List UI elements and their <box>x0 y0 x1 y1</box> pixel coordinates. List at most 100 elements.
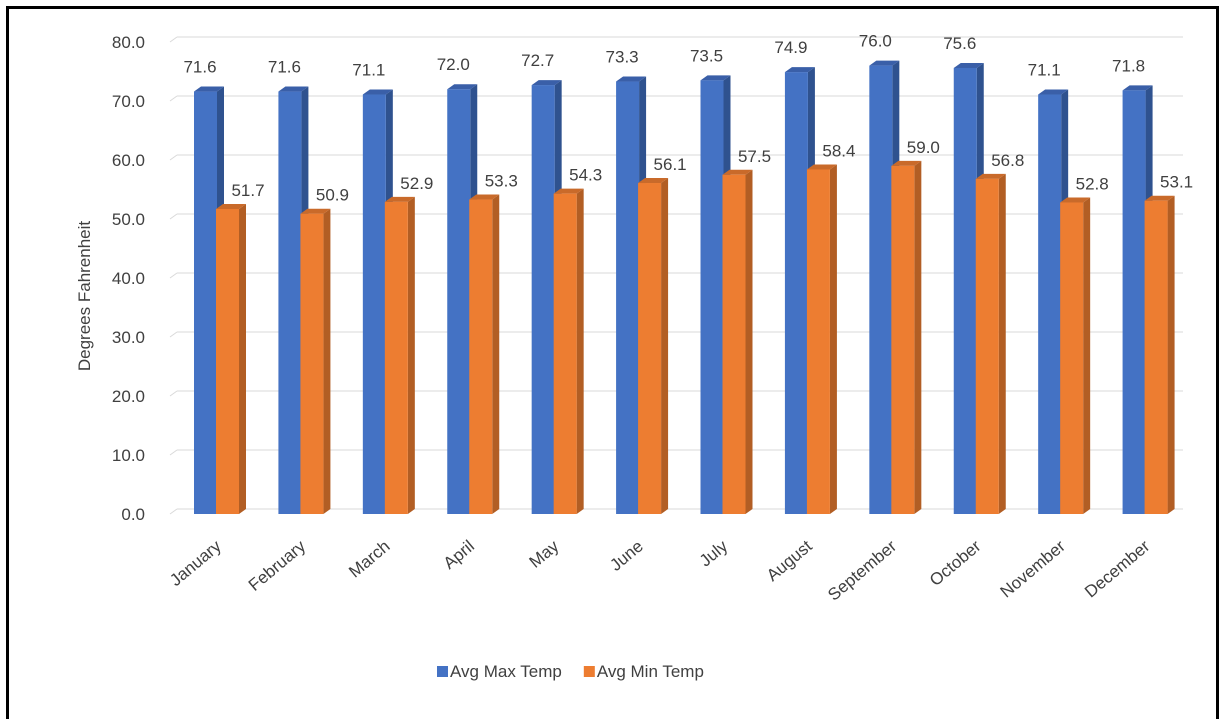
bar-top <box>531 80 562 86</box>
bar-avg-min-temp <box>975 178 999 514</box>
bar-top <box>953 62 984 68</box>
y-tick-label: 50.0 <box>112 210 145 229</box>
bar-avg-max-temp <box>616 81 640 514</box>
y-tick-label: 0.0 <box>121 505 145 524</box>
bar-side <box>492 194 500 514</box>
bar-avg-min-temp <box>1144 200 1168 514</box>
data-label: 53.1 <box>1160 173 1193 192</box>
x-tick-label: April <box>440 537 478 573</box>
data-label: 74.9 <box>774 38 807 57</box>
gridline-edge <box>169 154 178 161</box>
bar-top <box>616 76 647 82</box>
y-tick-label: 20.0 <box>112 387 145 406</box>
data-label: 50.9 <box>316 186 349 205</box>
data-label: 73.5 <box>690 46 723 65</box>
bar-avg-max-temp <box>700 80 724 514</box>
bar-top <box>806 164 837 170</box>
data-label: 71.1 <box>1028 61 1061 80</box>
bar-top <box>216 203 246 209</box>
x-tick-label: March <box>345 537 393 582</box>
gridline-edge <box>169 213 178 220</box>
bar-avg-min-temp <box>638 183 662 514</box>
gridline-edge <box>169 272 178 279</box>
gridlines <box>169 36 1183 515</box>
y-tick-label: 30.0 <box>112 328 145 347</box>
bar-side <box>1083 197 1091 515</box>
data-label: 56.8 <box>991 151 1024 170</box>
data-labels: 71.6 51.7 71.6 50.9 71.1 52.9 72.0 53.3 72.7 54.3… <box>183 32 1193 205</box>
bar-side <box>407 196 415 514</box>
bar-top <box>869 60 900 66</box>
bar-avg-max-temp <box>531 85 555 514</box>
bar-avg-max-temp <box>194 91 217 514</box>
bars <box>194 60 1175 515</box>
bar-top <box>1122 85 1153 91</box>
bar-avg-min-temp <box>1060 202 1084 515</box>
chart-frame <box>6 6 1219 719</box>
bar-avg-min-temp <box>722 174 746 514</box>
data-label: 71.6 <box>268 58 301 77</box>
bar-avg-min-temp <box>891 165 915 514</box>
bar-avg-min-temp <box>384 201 408 514</box>
bar-top <box>638 178 669 184</box>
bar-avg-max-temp <box>784 72 808 514</box>
legend: Avg Max Temp Avg Min Temp <box>437 662 704 681</box>
data-label: 51.7 <box>231 181 264 200</box>
bar-side <box>829 164 837 514</box>
data-label: 71.6 <box>183 58 216 77</box>
bar-avg-max-temp <box>1038 94 1062 514</box>
bar-avg-max-temp <box>869 65 893 514</box>
data-label: 76.0 <box>859 32 892 51</box>
bar-top <box>469 194 500 200</box>
bar-top <box>362 89 393 95</box>
bar-top <box>300 208 331 214</box>
y-axis-label: Degrees Fahrenheit <box>75 221 94 372</box>
gridline-edge <box>169 508 178 515</box>
legend-label: Avg Min Temp <box>597 662 704 681</box>
x-tick-label: June <box>606 537 646 575</box>
bar-side <box>661 178 669 514</box>
bar-top <box>722 169 753 175</box>
y-tick-label: 60.0 <box>112 151 145 170</box>
legend-swatch <box>583 666 595 677</box>
bar-avg-min-temp <box>469 199 493 514</box>
bar-avg-max-temp <box>953 67 977 515</box>
x-tick-label: September <box>824 536 900 604</box>
x-tick-label: May <box>526 536 563 572</box>
bar-side <box>576 188 584 514</box>
bar-top <box>700 75 731 81</box>
x-tick-label: November <box>997 536 1070 601</box>
bar-side <box>239 203 246 514</box>
data-label: 54.3 <box>569 166 602 185</box>
bar-avg-max-temp <box>278 91 302 514</box>
data-label: 57.5 <box>738 147 771 166</box>
data-label: 71.8 <box>1112 56 1145 75</box>
data-label: 59.0 <box>907 138 940 157</box>
y-tick-label: 10.0 <box>112 446 145 465</box>
bar-top <box>975 173 1006 179</box>
x-tick-label: December <box>1081 536 1154 601</box>
x-tick-label: October <box>926 536 985 590</box>
y-axis-ticks: 0.0 10.0 20.0 30.0 40.0 50.0 60.0 70.0 80.0 <box>112 33 145 524</box>
data-label: 73.3 <box>606 48 639 67</box>
legend-label: Avg Max Temp <box>450 662 562 681</box>
bar-avg-max-temp <box>362 94 386 514</box>
gridline-edge <box>169 390 178 397</box>
bar-avg-max-temp <box>1122 90 1146 514</box>
bar-avg-max-temp <box>447 89 471 514</box>
x-axis-ticks: January February March April May June July Augu… <box>166 536 1153 604</box>
data-label: 52.9 <box>400 174 433 193</box>
data-label: 53.3 <box>485 172 518 191</box>
bar-side <box>998 173 1006 514</box>
y-tick-label: 70.0 <box>112 92 145 111</box>
gridline-edge <box>169 36 178 43</box>
bar-top <box>891 160 922 166</box>
bar-avg-min-temp <box>553 193 577 514</box>
bar-top <box>1060 197 1091 203</box>
x-tick-label: January <box>166 536 225 590</box>
bar-side <box>914 160 922 514</box>
bar-top <box>278 86 309 92</box>
data-label: 58.4 <box>822 141 855 160</box>
bar-top <box>784 67 815 73</box>
